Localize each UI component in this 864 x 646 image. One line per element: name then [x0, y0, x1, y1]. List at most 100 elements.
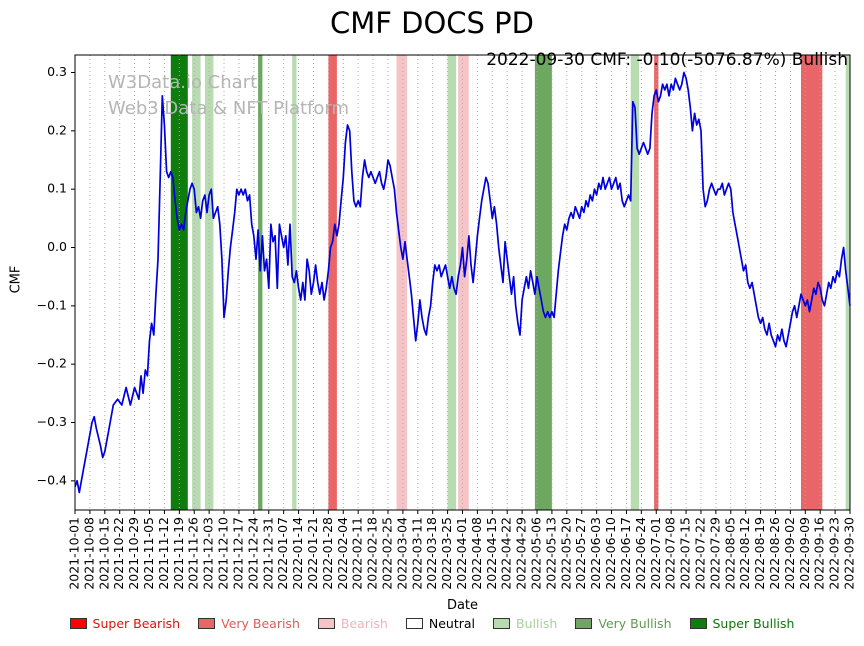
y-tick-label: −0.3: [37, 414, 67, 429]
legend-label: Super Bullish: [712, 616, 795, 631]
x-tick-label: 2021-11-05: [141, 517, 156, 590]
x-tick-label: 2022-09-09: [797, 517, 812, 590]
x-tick-label: 2022-04-01: [454, 517, 469, 590]
legend-item-bullish: Bullish: [493, 616, 557, 631]
x-tick-label: 2022-04-29: [514, 517, 529, 590]
x-tick-label: 2022-04-08: [469, 517, 484, 590]
x-tick-label: 2022-06-03: [588, 517, 603, 590]
x-tick-label: 2021-10-08: [81, 517, 96, 590]
legend-label: Very Bearish: [221, 616, 300, 631]
x-tick-label: 2022-08-26: [767, 517, 782, 590]
x-tick-label: 2022-07-29: [707, 517, 722, 590]
plot-frame: [74, 54, 851, 511]
legend-swatch: [69, 618, 87, 629]
x-tick-label: 2022-02-11: [350, 517, 365, 590]
x-tick-label: 2021-12-17: [230, 517, 245, 590]
legend-swatch: [317, 618, 335, 629]
cmf-annotation: 2022-09-30 CMF: -0.10(-5076.87%) Bullish: [486, 50, 848, 70]
legend-label: Super Bearish: [92, 616, 181, 631]
x-tick-label: 2022-08-12: [737, 517, 752, 590]
x-tick-label: 2021-11-12: [156, 517, 171, 590]
x-tick-label: 2021-12-03: [201, 517, 216, 590]
y-axis-label: CMF: [8, 265, 24, 294]
x-tick-label: 2022-06-24: [633, 517, 648, 590]
signal-band: [801, 55, 823, 510]
x-tick-label: 2022-07-08: [663, 517, 678, 590]
y-tick-label: −0.1: [37, 297, 67, 312]
watermark: W3Data.io Chart Web3 Data & NFT Platform: [108, 70, 349, 122]
x-tick-label: 2022-08-05: [722, 517, 737, 590]
x-tick-label: 2022-04-22: [499, 517, 514, 590]
x-tick-label: 2022-09-16: [812, 517, 827, 590]
legend-item-super-bullish: Super Bullish: [689, 616, 795, 631]
signal-band: [534, 55, 552, 510]
legend-item-bearish: Bearish: [317, 616, 388, 631]
y-tick-label: 0.0: [47, 239, 67, 254]
x-tick-label: 2021-11-26: [186, 517, 201, 590]
x-tick-label: 2021-11-19: [171, 517, 186, 590]
legend-swatch: [198, 618, 216, 629]
signal-band: [170, 55, 188, 510]
x-tick-label: 2022-01-21: [305, 517, 320, 590]
x-tick-label: 2021-10-15: [96, 517, 111, 590]
x-tick-label: 2022-09-30: [842, 517, 857, 590]
x-tick-label: 2022-05-20: [558, 517, 573, 590]
legend-swatch: [575, 618, 593, 629]
x-tick-label: 2022-01-07: [275, 517, 290, 590]
legend-swatch: [405, 618, 423, 629]
x-tick-label: 2022-03-04: [394, 517, 409, 590]
y-tick-label: 0.1: [47, 181, 67, 196]
legend-label: Very Bullish: [598, 616, 672, 631]
x-tick-label: 2022-03-18: [424, 517, 439, 590]
x-tick-label: 2022-06-17: [618, 517, 633, 590]
x-tick-label: 2021-10-22: [111, 517, 126, 590]
x-tick-label: 2022-05-06: [529, 517, 544, 590]
x-tick-label: 2021-10-01: [67, 517, 82, 590]
signal-band: [258, 55, 263, 510]
x-tick-label: 2022-04-15: [484, 517, 499, 590]
legend-item-super-bearish: Super Bearish: [69, 616, 181, 631]
legend-swatch: [493, 618, 510, 629]
x-tick-label: 2022-01-28: [320, 517, 335, 590]
x-tick-label: 2022-05-27: [573, 517, 588, 590]
y-tick-label: −0.2: [37, 356, 67, 371]
signal-band: [328, 55, 337, 510]
legend-label: Bullish: [516, 616, 558, 631]
signal-band: [654, 55, 659, 510]
x-tick-label: 2022-06-10: [603, 517, 618, 590]
x-tick-label: 2022-02-04: [335, 517, 350, 590]
x-tick-label: 2021-12-24: [245, 517, 260, 590]
signal-band: [396, 55, 408, 510]
x-tick-label: 2021-12-31: [260, 517, 275, 590]
chart-title: CMF DOCS PD: [329, 6, 535, 40]
x-tick-label: 2022-03-25: [439, 517, 454, 590]
y-tick-label: −0.4: [37, 472, 67, 487]
x-axis-label: Date: [446, 598, 479, 613]
signal-band: [204, 55, 214, 510]
signal-band: [447, 55, 457, 510]
legend-label: Bearish: [340, 616, 388, 631]
watermark-line2: Web3 Data & NFT Platform: [108, 98, 350, 120]
y-tick-label: 0.3: [47, 64, 67, 79]
x-tick-label: 2022-02-18: [365, 517, 380, 590]
x-tick-label: 2022-08-19: [752, 517, 767, 590]
signal-band: [630, 55, 640, 510]
x-tick-label: 2022-07-22: [692, 517, 707, 590]
watermark-line1: W3Data.io Chart: [108, 72, 258, 93]
x-tick-label: 2022-07-01: [648, 517, 663, 590]
legend-label: Neutral: [428, 616, 475, 631]
x-tick-label: 2021-12-10: [216, 517, 231, 590]
x-tick-label: 2022-03-11: [409, 517, 424, 590]
signal-band: [458, 55, 469, 510]
x-tick-label: 2022-02-25: [379, 517, 394, 590]
legend-item-neutral: Neutral: [405, 616, 475, 631]
y-tick-label: 0.2: [47, 122, 67, 137]
legend-item-very-bullish: Very Bullish: [575, 616, 672, 631]
legend-swatch: [689, 618, 707, 629]
x-tick-label: 2021-10-29: [126, 517, 141, 590]
cmf-line: [74, 71, 851, 494]
x-tick-label: 2022-09-02: [782, 517, 797, 590]
x-tick-label: 2022-01-14: [290, 517, 305, 590]
